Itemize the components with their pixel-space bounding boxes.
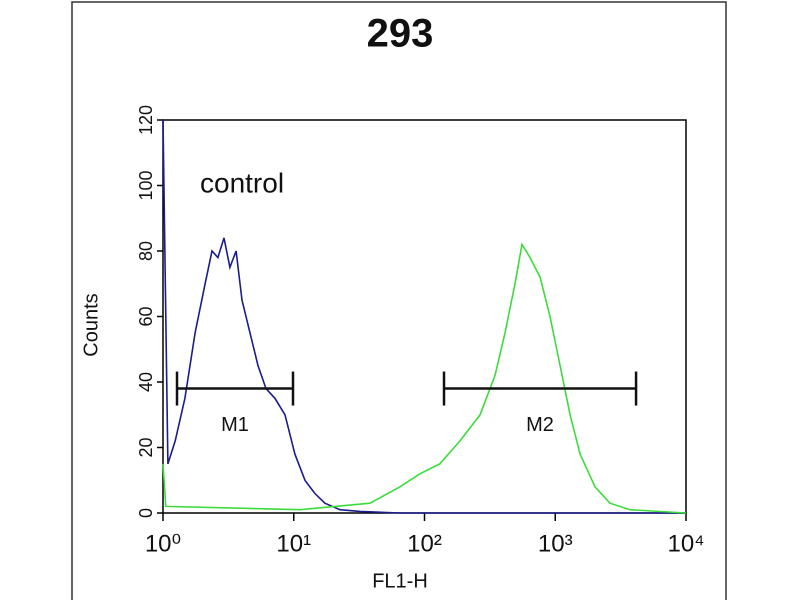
x-tick-label: 10⁴ [667,530,704,557]
series-line [162,242,687,514]
y-tick-label: 40 [136,372,156,392]
y-tick-label: 120 [136,105,156,135]
x-tick-label: 10² [407,530,442,557]
gate-label: M1 [221,414,249,436]
x-tick-label: 10¹ [276,530,311,557]
x-tick-label: 10³ [538,530,573,557]
y-tick-label: 20 [136,437,156,457]
gate-label: M2 [526,414,554,436]
y-axis-label: Counts [80,293,102,356]
x-axis-label: FL1-H [372,570,428,592]
annotation: control [200,167,284,198]
series-line [162,119,686,514]
x-tick-label: 10⁰ [145,530,181,557]
y-tick-label: 100 [136,170,156,200]
chart-title: 293 [367,12,434,56]
y-tick-label: 60 [136,306,156,326]
y-tick-label: 0 [136,508,156,518]
frame [71,1,727,600]
y-tick-label: 80 [136,241,156,261]
